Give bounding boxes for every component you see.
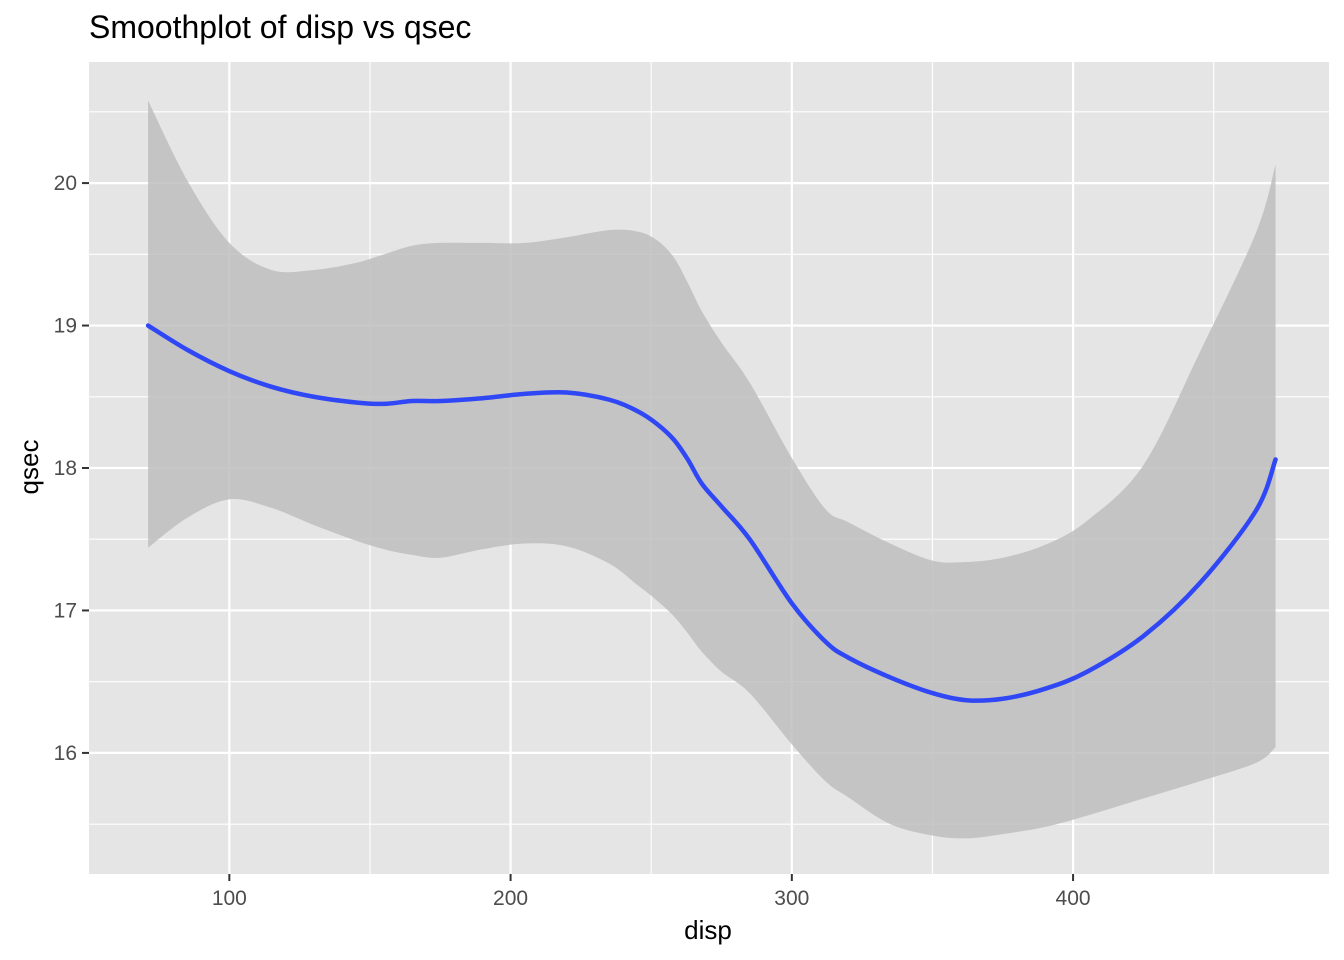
- smooth-line: [145, 323, 1278, 703]
- y-axis: 16 17 18 19 20: [54, 172, 89, 765]
- y-tick-label: 16: [54, 742, 77, 765]
- y-tick-label: 19: [54, 315, 77, 338]
- x-tick-label: 300: [774, 887, 809, 910]
- chart-title: Smoothplot of disp vs qsec: [89, 9, 471, 45]
- x-tick-label: 400: [1056, 887, 1091, 910]
- x-axis: 100 200 300 400: [212, 874, 1091, 910]
- y-axis-title: qsec: [14, 440, 44, 495]
- x-axis-title: disp: [684, 915, 732, 945]
- y-tick-label: 20: [54, 172, 77, 195]
- confidence-ribbon: [148, 100, 1276, 839]
- y-tick-label: 17: [54, 599, 77, 622]
- y-tick-label: 18: [54, 457, 77, 480]
- x-tick-label: 200: [493, 887, 528, 910]
- x-tick-label: 100: [212, 887, 247, 910]
